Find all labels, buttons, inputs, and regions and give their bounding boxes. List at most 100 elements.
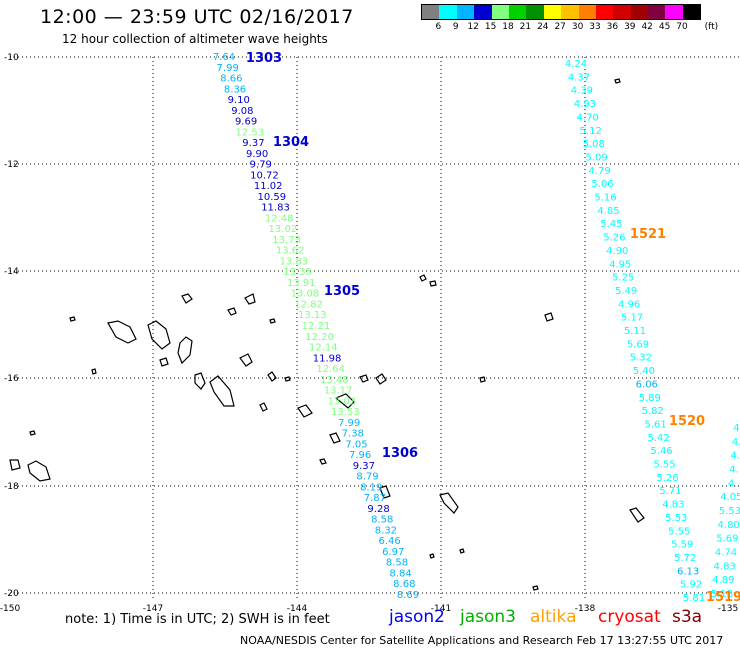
island bbox=[479, 376, 486, 383]
satellite-legend-jason3: jason3 bbox=[460, 607, 516, 627]
legend-tick-label: 42 bbox=[641, 22, 653, 32]
lat-tick-label: -18 bbox=[4, 482, 19, 492]
track-a-value: 13.35 bbox=[283, 267, 312, 278]
island bbox=[69, 316, 76, 322]
track-a-value: 9.37 bbox=[242, 138, 264, 149]
track-b-value: 5.45 bbox=[600, 219, 622, 230]
track-c-value: 4.80 bbox=[718, 520, 740, 531]
legend-swatch bbox=[595, 5, 614, 19]
track-a-value: 11.83 bbox=[261, 203, 290, 214]
pass-labels: 1303 1304 1305 1306 1521 1520 1519 bbox=[246, 51, 740, 605]
color-legend: 6 9 12 15 18 21 24 27 30 33 36 39 42 45 70 (ft) bbox=[421, 4, 718, 34]
track-c-value: 4. bbox=[729, 465, 739, 476]
track-a-value: 7.05 bbox=[345, 439, 367, 450]
track-a-value: 7.64 bbox=[213, 52, 235, 63]
pass-number-label: 1304 bbox=[273, 135, 309, 150]
track-a-value: 8.66 bbox=[220, 74, 242, 85]
track-c-value: 4.89 bbox=[712, 575, 734, 586]
island bbox=[91, 368, 97, 375]
island bbox=[429, 280, 437, 287]
track-b-value: 5.08 bbox=[583, 139, 605, 150]
track-b-value: 5.49 bbox=[615, 286, 637, 297]
track-a-value: 9.37 bbox=[353, 461, 375, 472]
track-c-value: 4. bbox=[731, 451, 740, 462]
legend-tick-label: 30 bbox=[571, 22, 584, 32]
island bbox=[532, 585, 539, 591]
track-a-value: 13.02 bbox=[269, 224, 298, 235]
pass-number-label: 1519 bbox=[706, 590, 740, 605]
track-a-value: 12.21 bbox=[302, 321, 331, 332]
track-c-value: 5.69 bbox=[716, 534, 738, 545]
legend-tick-label: 36 bbox=[606, 22, 619, 32]
track-a-value: 7.99 bbox=[338, 418, 360, 429]
track-b-value: 5.55 bbox=[668, 526, 690, 537]
track-a-value: 8.32 bbox=[375, 525, 397, 536]
island bbox=[319, 458, 327, 465]
track-b-value: 5.32 bbox=[630, 353, 652, 364]
track-a-value: 12.64 bbox=[316, 364, 345, 375]
island bbox=[429, 553, 435, 559]
track-a-value: 9.10 bbox=[228, 95, 250, 106]
track-a-value: 8.68 bbox=[393, 579, 415, 590]
legend-swatch bbox=[665, 5, 683, 19]
pass-number-label: 1305 bbox=[324, 284, 360, 299]
lon-tick-label: -141 bbox=[431, 604, 451, 614]
track-a-value: 6.46 bbox=[378, 536, 400, 547]
track-a-value: 7.87 bbox=[364, 493, 386, 504]
island bbox=[159, 357, 169, 367]
legend-tick-label: 21 bbox=[519, 22, 532, 32]
island bbox=[544, 312, 554, 322]
track-b-value: 4.70 bbox=[577, 112, 599, 123]
track-b-value: 5.17 bbox=[621, 313, 643, 324]
legend-tick-label: 33 bbox=[589, 22, 601, 32]
island bbox=[267, 371, 277, 382]
legend-tick-label: 27 bbox=[554, 22, 566, 32]
legend-swatch bbox=[456, 5, 475, 19]
track-b-value: 5.53 bbox=[665, 513, 687, 524]
island bbox=[259, 402, 268, 412]
lon-tick-label: -138 bbox=[575, 604, 596, 614]
map-title: 12:00 — 23:59 UTC 02/16/2017 bbox=[40, 6, 354, 28]
track-c-value: 5.53 bbox=[719, 506, 740, 517]
legend-unit: (ft) bbox=[704, 22, 719, 32]
island bbox=[181, 293, 193, 304]
track-b-value: 4.95 bbox=[609, 259, 631, 270]
track-b-value: 4.39 bbox=[571, 86, 593, 97]
satellite-legend-cryosat: cryosat bbox=[598, 607, 661, 627]
track-b-value: 5.26 bbox=[656, 473, 678, 484]
track-a-value: 13.83 bbox=[280, 256, 309, 267]
track-a-value: 13.53 bbox=[331, 407, 360, 418]
island bbox=[329, 432, 341, 444]
legend-swatch bbox=[439, 5, 457, 19]
track-a-value: 12.82 bbox=[294, 299, 323, 310]
track-a-value: 9.28 bbox=[367, 504, 389, 515]
lat-tick-label: -20 bbox=[4, 589, 19, 599]
track-b-value: 4.37 bbox=[568, 72, 590, 83]
track-a-value: 13.91 bbox=[287, 278, 316, 289]
island bbox=[334, 393, 355, 409]
track-a-value: 10.59 bbox=[258, 192, 287, 203]
track-a-value: 8.58 bbox=[386, 558, 408, 569]
track-b-value: 5.06 bbox=[591, 179, 613, 190]
legend-tick-label: 6 bbox=[435, 22, 442, 32]
legend-swatch bbox=[561, 5, 579, 19]
track-b-value: 4.90 bbox=[606, 246, 628, 257]
track-b-value: 5.92 bbox=[680, 580, 702, 591]
track-b-value: 5.11 bbox=[624, 326, 646, 337]
track-b-value: 5.89 bbox=[639, 393, 661, 404]
track-a-value: 13.03 bbox=[327, 396, 356, 407]
lat-tick-label: -12 bbox=[4, 160, 19, 170]
lon-tick-label: -147 bbox=[143, 604, 163, 614]
grid-lines bbox=[10, 56, 740, 600]
lat-tick-label: -16 bbox=[4, 374, 19, 384]
legend-swatch bbox=[648, 5, 666, 19]
legend-tick-label: 24 bbox=[537, 22, 549, 32]
legend-swatch bbox=[543, 5, 562, 19]
lat-tick-label: -10 bbox=[4, 53, 19, 63]
track-b-value: 5.09 bbox=[586, 152, 608, 163]
track-b-value: 5.59 bbox=[671, 540, 693, 551]
track-b-value: 5.82 bbox=[642, 406, 664, 417]
island bbox=[284, 376, 291, 382]
island bbox=[297, 404, 313, 418]
